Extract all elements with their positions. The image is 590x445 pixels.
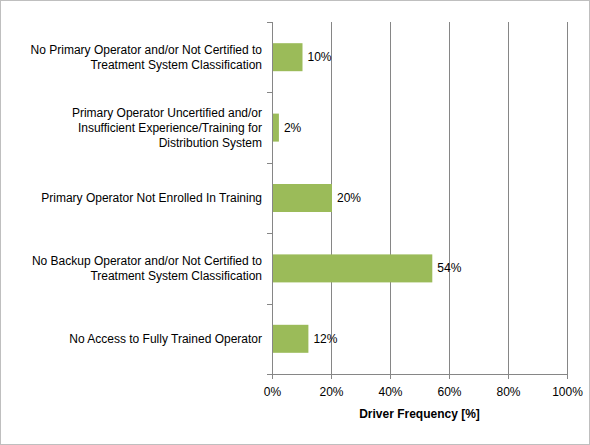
data-label: 20% [337,191,361,205]
tick-label: 100% [552,385,583,399]
bar [273,325,308,353]
category-label: Primary Operator Not Enrolled In Trainin… [41,191,262,205]
category-label: No Primary Operator and/or Not Certified… [31,43,263,72]
frame [1,1,590,445]
y-axis [272,22,273,374]
x-axis [272,374,568,375]
data-label: 12% [313,332,337,346]
category-label-line: No Backup Operator and/or Not Certified … [32,254,262,268]
category-tick [267,163,273,164]
category-tick [267,304,273,305]
category-label: No Access to Fully Trained Operator [69,332,262,346]
bar [273,184,332,212]
category-tick [267,92,273,93]
category-tick [267,374,273,375]
tick-label: 0% [264,385,282,399]
category-label-line: Insufficient Experience/Training for [78,121,262,135]
grid-line [272,22,273,374]
grid-line [449,22,450,374]
category-label-line: Primary Operator Uncertified and/or [72,106,262,120]
bar [273,254,432,282]
tick-label: 80% [496,385,520,399]
bar [273,43,303,71]
bar [273,114,279,142]
tick-label: 20% [319,385,343,399]
category-tick [267,22,273,23]
category-label-line: Distribution System [159,136,262,150]
category-label-line: Treatment System Classification [90,269,262,283]
category-label-line: No Access to Fully Trained Operator [69,332,262,346]
category-label-line: Treatment System Classification [90,58,262,72]
category-tick [267,233,273,234]
category-label: Primary Operator Uncertified and/orInsuf… [72,106,262,150]
grid-line [508,22,509,374]
tick-label: 60% [437,385,461,399]
grid-line [567,22,568,374]
category-label: No Backup Operator and/or Not Certified … [32,254,262,283]
chart: 0% 20% 40% 60% 80% 100% Driver Frequency [%] 10… [0,0,590,445]
category-label-line: Primary Operator Not Enrolled In Trainin… [41,191,262,205]
bars [273,43,432,353]
data-label: 10% [308,50,332,64]
data-label: 54% [437,261,461,275]
data-label: 2% [284,121,302,135]
grid-line [390,22,391,374]
x-axis-title: Driver Frequency [%] [359,407,480,421]
category-label-line: No Primary Operator and/or Not Certified… [31,43,263,57]
tick-label: 40% [378,385,402,399]
